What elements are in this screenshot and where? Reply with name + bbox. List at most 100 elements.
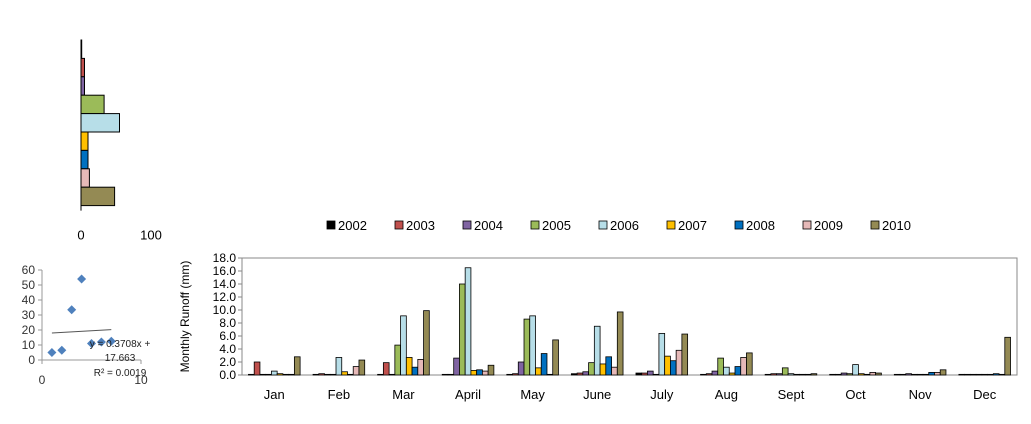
bar-2002-May <box>506 373 513 376</box>
hbar-x-tick-label: 100 <box>140 228 162 243</box>
bar-2009-Sept <box>804 373 812 376</box>
bar-2009-Mar <box>417 358 424 376</box>
scatter-point <box>96 337 106 347</box>
bar-2004-Jan <box>259 373 267 376</box>
plot-area-border <box>241 257 1018 376</box>
bar-2004-Dec <box>969 373 977 376</box>
bar-2007-Jan <box>276 373 284 376</box>
bar-2003-Oct <box>835 373 842 376</box>
bar-2007-Sept <box>793 373 800 376</box>
y-axis-title: Monthly Runoff (mm) <box>178 261 192 373</box>
legend-swatch-2003 <box>394 220 404 230</box>
hbar-2004 <box>80 76 85 96</box>
x-tick-label: Jan <box>264 387 285 402</box>
bar-2005-Mar <box>394 344 401 376</box>
bar-2005-Sept <box>781 367 789 376</box>
hbar-2006 <box>80 113 120 133</box>
legend-swatch-2007 <box>666 220 676 230</box>
legend-swatch-2006 <box>598 220 608 230</box>
bar-2004-May <box>517 361 525 376</box>
bar-2009-Jan <box>288 373 295 376</box>
legend-label: 2003 <box>406 218 435 233</box>
bar-2006-Mar <box>400 315 407 376</box>
y-tick-label: 14.0 <box>213 277 237 291</box>
scatter-y-tick-label: 30 <box>22 308 36 322</box>
bar-2008-Nov <box>928 371 935 376</box>
bar-2006-Feb <box>335 357 343 376</box>
bar-2008-Feb <box>347 373 354 376</box>
trendline-equation-label: 17.663 <box>105 353 136 364</box>
bar-2002-Oct <box>829 373 836 376</box>
bar-2004-Sept <box>776 373 783 376</box>
bar-2009-May <box>546 373 554 376</box>
legend-swatch-2008 <box>734 220 744 230</box>
bar-2006-July <box>658 332 666 376</box>
bar-2008-Jan <box>282 373 290 376</box>
y-tick-label: 6.0 <box>219 329 236 343</box>
scatter-point <box>77 274 87 284</box>
scatter-x-tick-label: 10 <box>134 373 148 387</box>
bar-2007-Nov <box>922 373 930 376</box>
trendline-equation-label: y = 0.3708x + <box>90 339 151 350</box>
scatter-trendline <box>51 329 112 334</box>
scatter-y-tick-label: 40 <box>22 293 36 307</box>
bar-2008-Aug <box>734 366 742 376</box>
y-tick-label: 0.0 <box>219 368 236 382</box>
bar-2009-June <box>611 366 618 376</box>
x-tick-label: May <box>520 387 545 402</box>
bar-2006-Nov <box>916 373 924 376</box>
hbar-x-tick-label: 0 <box>77 228 84 243</box>
bar-2002-Mar <box>377 373 384 376</box>
bar-2005-Aug <box>717 357 724 376</box>
legend-label: 2007 <box>678 218 707 233</box>
x-tick-label: Feb <box>328 387 350 402</box>
legend-swatch-2010 <box>870 220 880 230</box>
legend-label: 2009 <box>814 218 843 233</box>
trendline-equation-label: R² = 0.0019 <box>94 368 147 379</box>
legend-label: 2010 <box>882 218 911 233</box>
bar-2002-June <box>570 373 578 376</box>
hbar-2005 <box>80 94 105 115</box>
hbar-2009 <box>80 168 90 188</box>
bar-2010-Dec <box>1004 336 1011 376</box>
scatter-y-tick-label: 20 <box>22 323 36 337</box>
bar-2006-Aug <box>723 366 730 376</box>
bar-2002-Sept <box>764 373 772 376</box>
bar-2002-Jan <box>248 373 255 376</box>
y-tick-label: 16.0 <box>213 264 237 278</box>
bar-2004-June <box>582 371 589 376</box>
bar-2003-Nov <box>899 373 907 376</box>
legend-label: 2004 <box>474 218 503 233</box>
bar-2003-Mar <box>382 362 390 376</box>
hbar-2007 <box>80 131 89 151</box>
bar-2007-Oct <box>858 373 865 376</box>
bar-2010-June <box>616 311 624 376</box>
bar-2005-Feb <box>329 373 337 376</box>
bar-2004-Feb <box>324 373 331 376</box>
hbar-2008 <box>80 149 89 170</box>
bar-2007-April <box>470 370 478 376</box>
bar-2006-Oct <box>852 364 859 376</box>
y-tick-label: 4.0 <box>219 342 236 356</box>
bar-2010-Aug <box>746 352 753 376</box>
bar-2003-June <box>576 372 584 376</box>
y-tick-label: 10.0 <box>213 303 237 317</box>
bar-2010-Mar <box>423 310 430 376</box>
x-tick-label: Sept <box>778 387 805 402</box>
bar-2009-Feb <box>352 366 360 376</box>
bar-2003-Feb <box>318 373 325 376</box>
bar-2008-Mar <box>411 366 419 376</box>
scatter-y-tick-label: 60 <box>22 263 36 277</box>
bar-2004-April <box>453 357 460 376</box>
y-tick-label: 8.0 <box>219 316 236 330</box>
bar-2010-April <box>487 364 495 376</box>
bar-2003-Jan <box>253 361 261 376</box>
bar-2002-Feb <box>312 373 320 376</box>
bar-2005-Nov <box>911 373 918 376</box>
bar-2009-Oct <box>869 371 877 376</box>
scatter-x-tick-label: 0 <box>39 373 46 387</box>
x-tick-label: Aug <box>715 387 738 402</box>
bar-2006-April <box>464 267 472 376</box>
bar-2010-Jan <box>293 356 301 376</box>
bar-2002-Dec <box>958 373 966 376</box>
